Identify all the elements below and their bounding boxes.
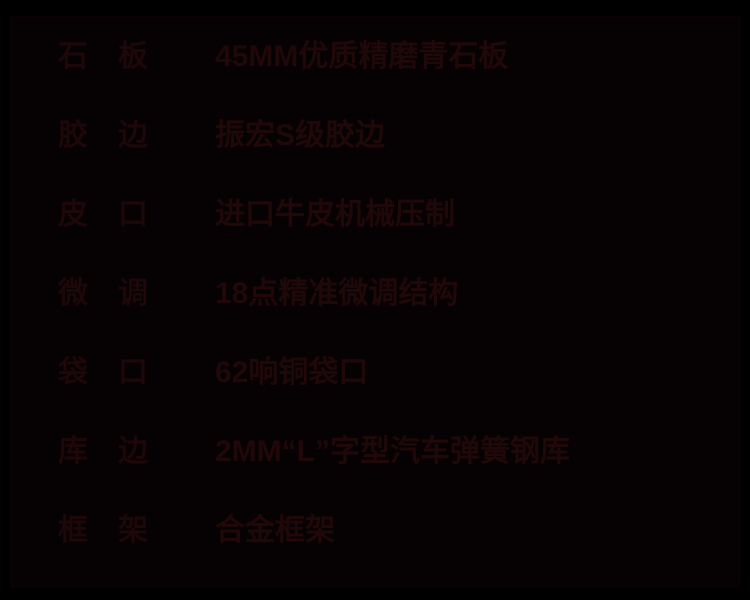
spec-row-frame: 框 架 合金框架 [58,514,730,593]
spec-value: 合金框架 [215,514,335,547]
spec-label: 袋 口 [58,356,148,389]
spec-value: 进口牛皮机械压制 [215,198,455,231]
spec-row-rail: 库 边 2MM“L”字型汽车弹簧钢库 [58,435,730,514]
spec-label: 石 板 [58,40,148,73]
spec-value: 62响铜袋口 [215,356,369,389]
spec-value: 振宏S级胶边 [215,119,386,152]
spec-list: 石 板 45MM优质精磨青石板 胶 边 振宏S级胶边 皮 口 进口牛皮机械压制 … [58,40,730,593]
spec-value: 45MM优质精磨青石板 [215,40,509,73]
spec-row-slate: 石 板 45MM优质精磨青石板 [58,40,730,119]
spec-row-pocket-leather: 皮 口 进口牛皮机械压制 [58,198,730,277]
spec-label: 框 架 [58,514,148,547]
spec-row-pocket-opening: 袋 口 62响铜袋口 [58,356,730,435]
spec-value: 2MM“L”字型汽车弹簧钢库 [215,435,570,468]
spec-label: 胶 边 [58,119,148,152]
spec-value: 18点精准微调结构 [215,277,459,310]
spec-panel [10,16,740,588]
spec-row-fine-tuning: 微 调 18点精准微调结构 [58,277,730,356]
spec-label: 微 调 [58,277,148,310]
spec-row-cushion: 胶 边 振宏S级胶边 [58,119,730,198]
spec-label: 库 边 [58,435,148,468]
spec-label: 皮 口 [58,198,148,231]
